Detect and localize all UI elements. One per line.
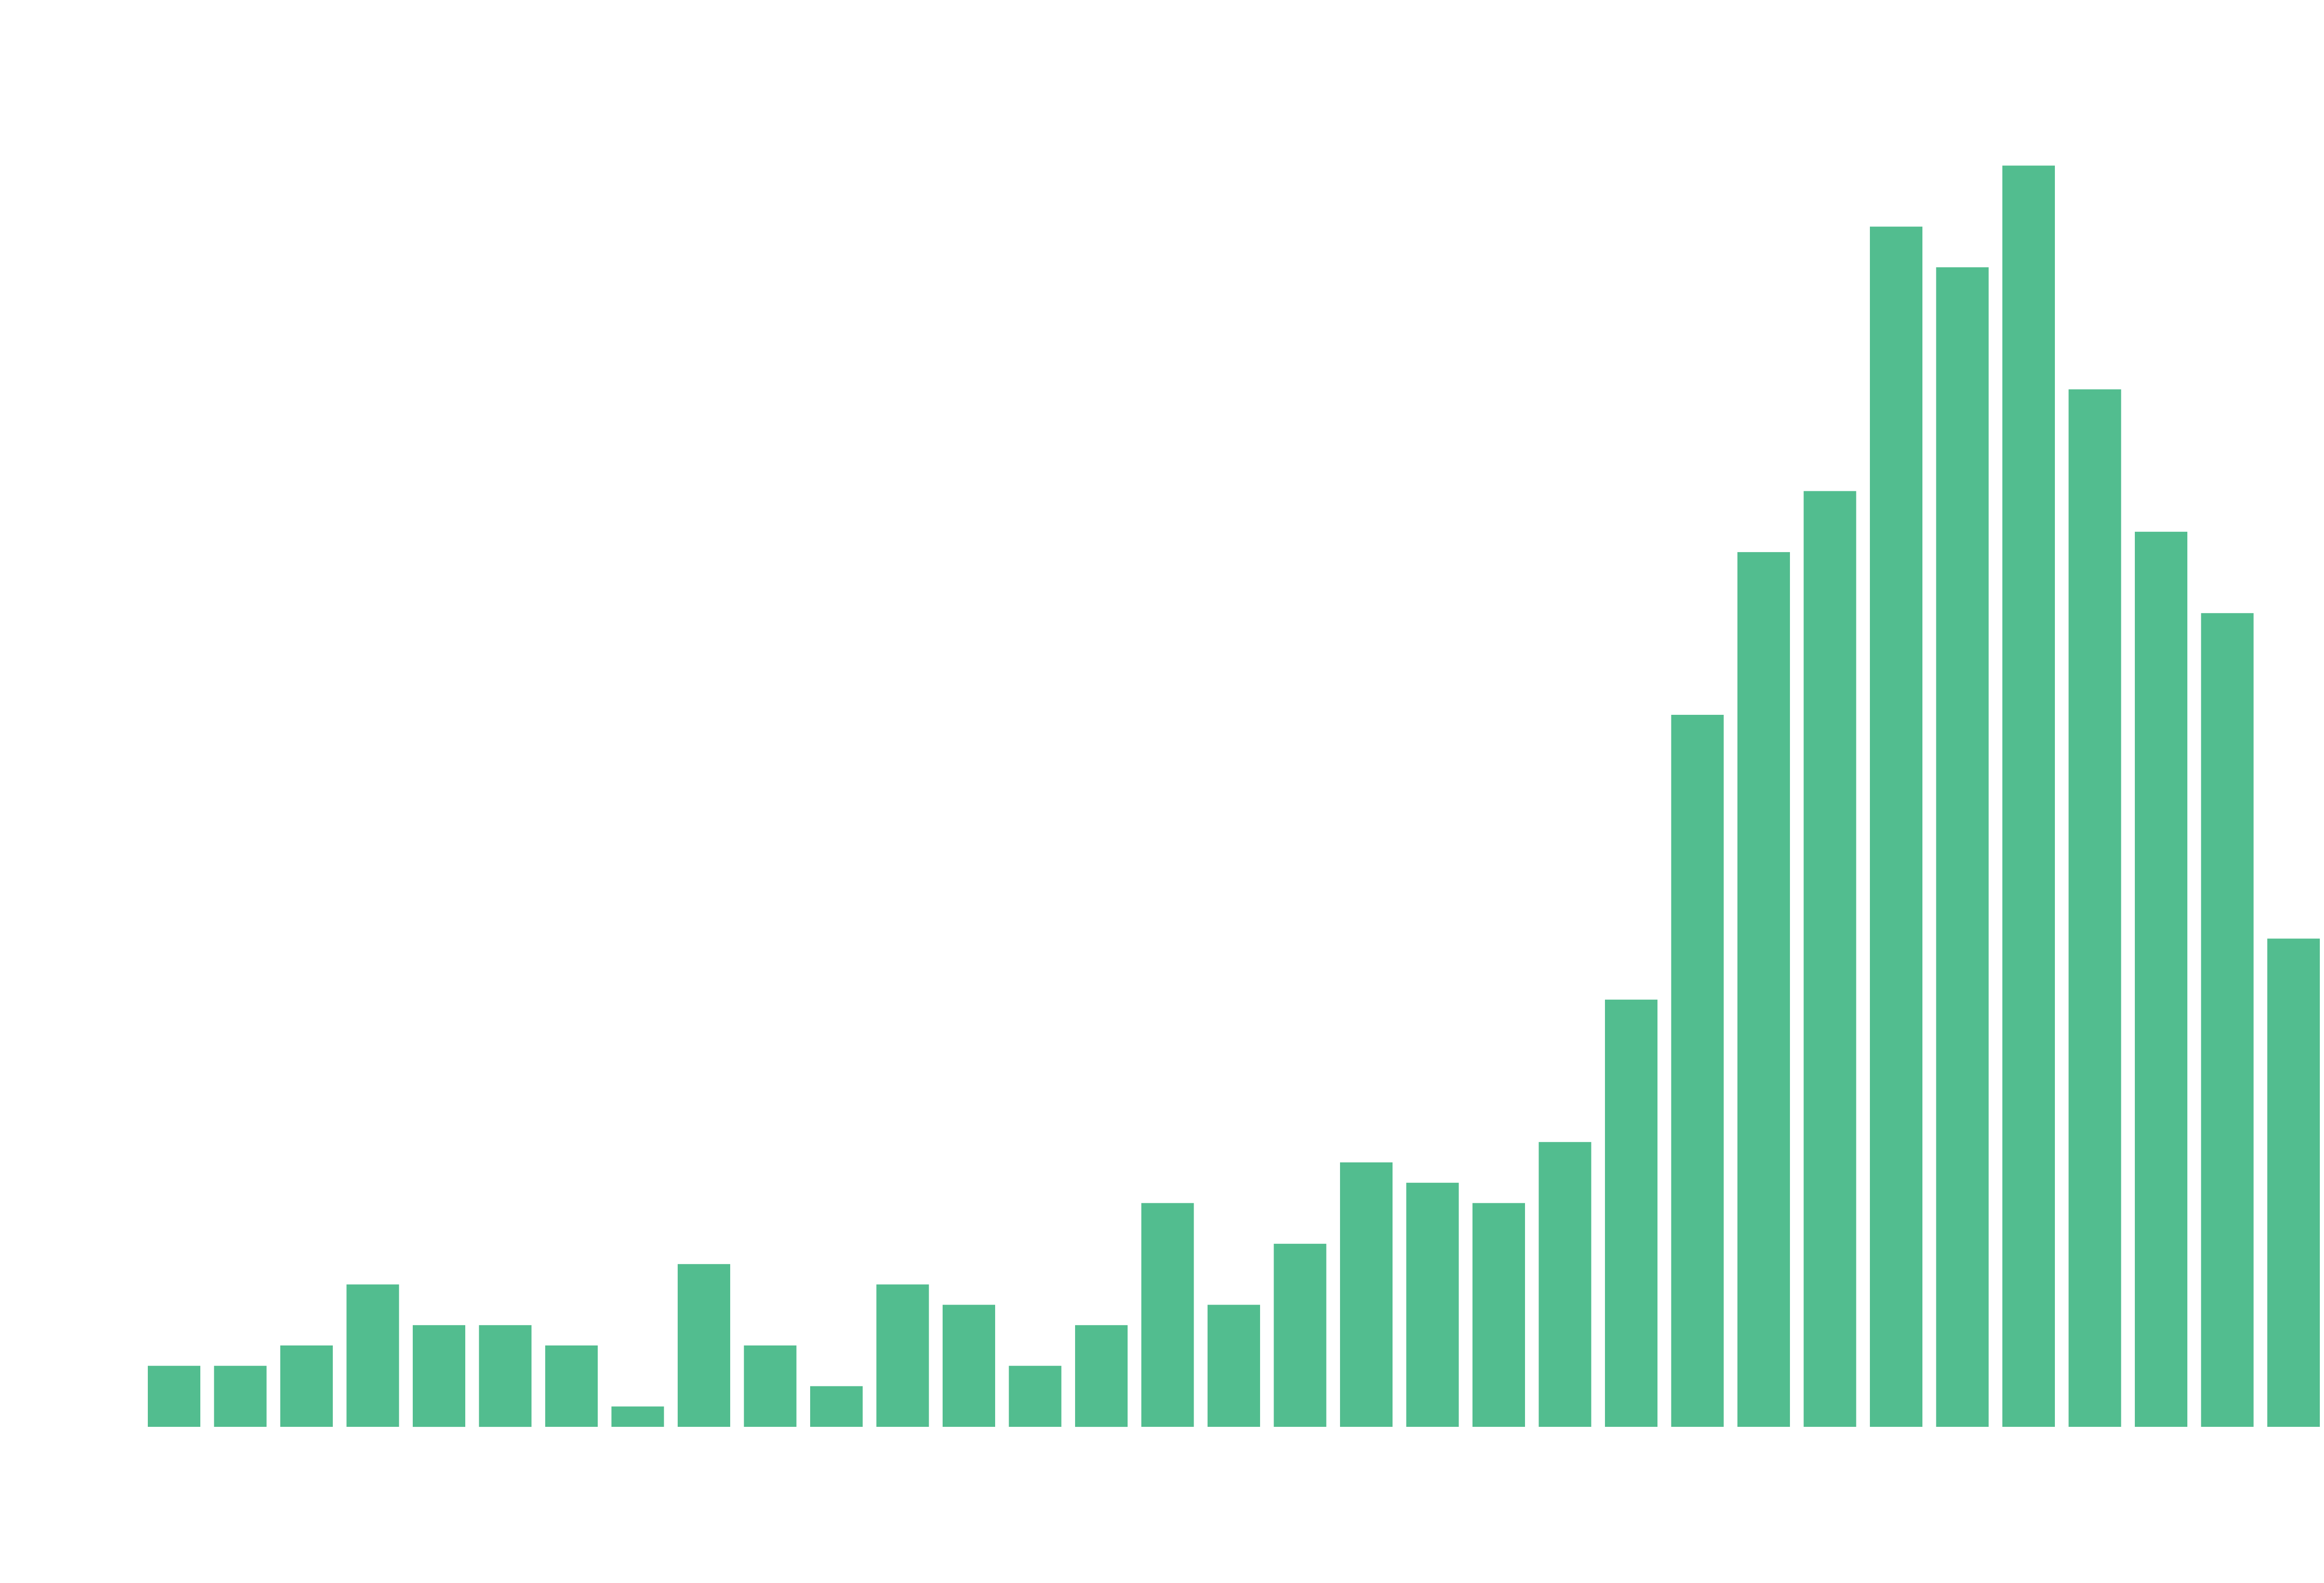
bar-30 — [2068, 389, 2121, 1427]
bar-2 — [214, 1365, 267, 1427]
bar-33 — [2267, 938, 2320, 1427]
bar-6 — [479, 1325, 532, 1427]
bar-16 — [1141, 1203, 1194, 1427]
bar-28 — [1936, 267, 1989, 1427]
bar-18 — [1274, 1244, 1327, 1427]
bar-15 — [1075, 1325, 1128, 1427]
bar-12 — [876, 1284, 929, 1427]
bar-29 — [2002, 165, 2055, 1427]
bar-25 — [1737, 552, 1790, 1427]
bar-19 — [1340, 1162, 1393, 1427]
bar-22 — [1538, 1142, 1591, 1427]
bar-10 — [744, 1345, 797, 1427]
bar-32 — [2201, 613, 2254, 1427]
bar-20 — [1406, 1182, 1459, 1427]
bar-1 — [148, 1365, 200, 1427]
bar-8 — [611, 1406, 664, 1427]
bar-13 — [943, 1305, 995, 1427]
bar-21 — [1472, 1203, 1525, 1427]
bar-14 — [1009, 1365, 1062, 1427]
bar-24 — [1671, 715, 1724, 1427]
bar-23 — [1605, 999, 1657, 1427]
bar-9 — [678, 1264, 730, 1427]
bar-3 — [280, 1345, 333, 1427]
bar-27 — [1870, 226, 1922, 1427]
bar-26 — [1803, 491, 1856, 1427]
bar-7 — [545, 1345, 598, 1427]
bar-11 — [810, 1386, 863, 1427]
bar-5 — [413, 1325, 465, 1427]
bars-group — [148, 165, 2320, 1427]
bar-17 — [1208, 1305, 1260, 1427]
bar-4 — [346, 1284, 399, 1427]
bar-31 — [2135, 532, 2187, 1427]
